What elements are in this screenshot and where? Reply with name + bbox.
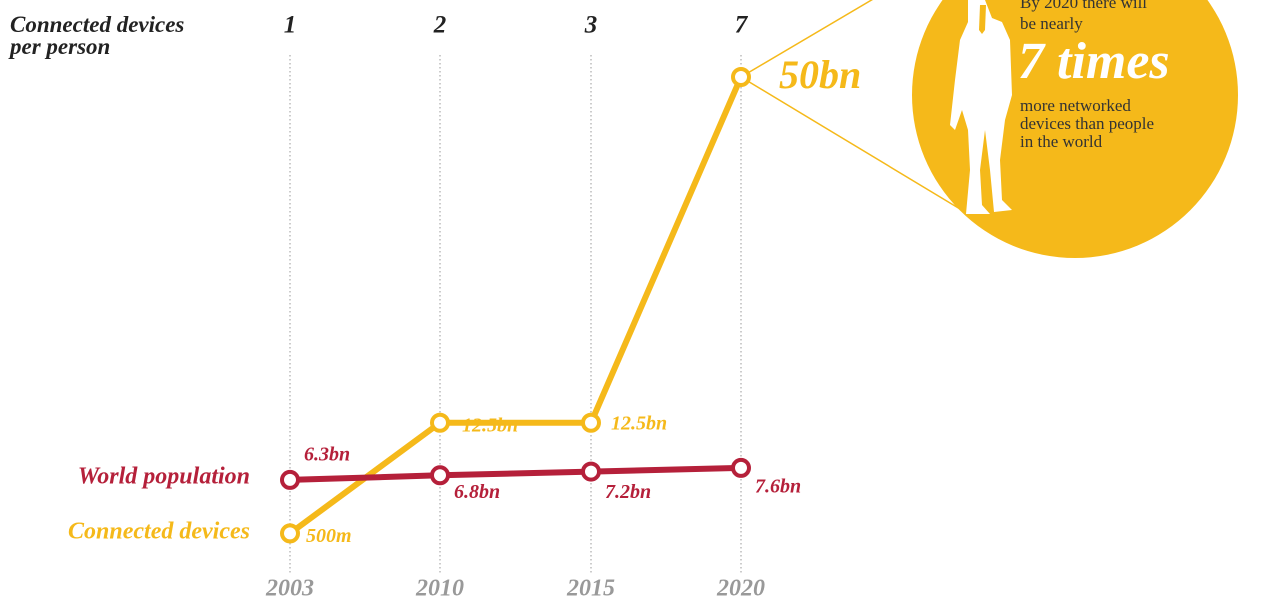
callout-text: devices than people (1020, 114, 1154, 133)
per-person-label: Connected devices per person (8, 12, 190, 59)
per-person-value: 1 (284, 12, 297, 39)
data-point (581, 412, 601, 433)
x-tick-label: 2003 (265, 576, 314, 602)
data-label: 12.5bn (462, 414, 518, 436)
callout-connector (740, 0, 874, 78)
per-person-value: 7 (735, 12, 749, 39)
series-line (288, 75, 744, 536)
callout-text: in the world (1020, 132, 1103, 151)
callout-intro: be nearly (1020, 14, 1083, 33)
data-point (731, 67, 751, 87)
data-label: 7.6bn (755, 476, 801, 498)
data-label: 7.2bn (605, 481, 651, 503)
per-person-label-line: Connected devices (10, 12, 184, 37)
per-person-value: 2 (433, 12, 447, 39)
data-point (280, 469, 300, 490)
data-point (280, 523, 300, 544)
silhouette (950, 0, 1012, 214)
data-label: 6.3bn (304, 444, 350, 466)
series-line (289, 464, 742, 483)
x-tick-label: 2020 (716, 576, 765, 602)
data-label: 500m (306, 525, 352, 547)
x-tick-label: 2010 (415, 576, 464, 602)
legend-label: Connected devices (68, 519, 250, 545)
callout-highlight: 7 times (1018, 33, 1170, 90)
per-person-value: 3 (584, 12, 598, 39)
callout-intro: By 2020 there will (1020, 0, 1147, 12)
data-point (581, 461, 601, 482)
silhouette-tie (979, 5, 986, 34)
x-tick-label: 2015 (566, 576, 615, 602)
data-label: 12.5bn (611, 412, 667, 434)
data-label: 6.8bn (454, 481, 500, 503)
data-point (731, 457, 751, 478)
legend-label: World population (78, 464, 250, 490)
data-label: 50bn (779, 52, 861, 97)
callout-connector (740, 76, 966, 213)
per-person-label-line: per person (8, 34, 110, 59)
data-point (430, 412, 450, 433)
callout: By 2020 there will be nearly 7 times mor… (740, 0, 1238, 258)
callout-text: more networked (1020, 96, 1131, 115)
data-point (430, 465, 450, 486)
